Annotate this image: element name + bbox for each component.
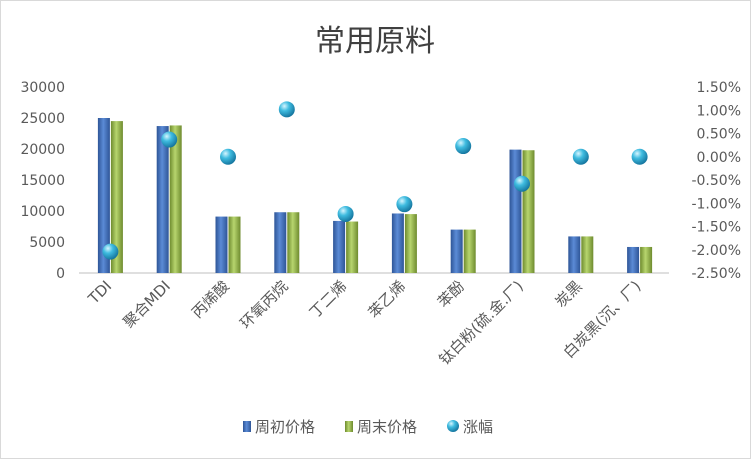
bar-end-price <box>640 246 653 273</box>
bar-end-price <box>169 125 182 273</box>
point-change <box>337 205 354 222</box>
bar-start-price <box>274 212 287 273</box>
left-tick-label: 15000 <box>20 173 65 189</box>
legend-label-end-price: 周末价格 <box>357 418 417 436</box>
bar-end-price <box>404 214 417 273</box>
right-tick-label: -2.50% <box>691 266 741 282</box>
bar-end-price <box>287 212 300 273</box>
left-tick-label: 25000 <box>20 111 65 127</box>
category-label: 环氧丙烷 <box>236 277 291 332</box>
right-tick-label: 1.00% <box>697 103 741 119</box>
right-axis-ticks: -2.50% -2.00% -1.50% -1.00% -0.50% 0.00% 0.50%… <box>691 80 741 282</box>
left-tick-label: 5000 <box>29 235 65 251</box>
right-tick-label: -2.00% <box>691 243 741 259</box>
left-tick-label: 20000 <box>20 142 65 158</box>
right-tick-label: -1.00% <box>691 196 741 212</box>
legend: 周初价格 周末价格 涨幅 <box>243 418 493 436</box>
right-tick-label: -0.50% <box>691 173 741 189</box>
point-change <box>572 148 589 165</box>
legend-marker-change <box>447 420 459 432</box>
point-change <box>455 138 472 155</box>
legend-swatch-start-price <box>243 421 251 432</box>
left-tick-label: 0 <box>56 266 65 282</box>
right-tick-label: 0.00% <box>697 150 741 166</box>
right-tick-label: 1.50% <box>697 80 741 96</box>
bar-start-price <box>627 246 640 273</box>
category-label: 丁二烯 <box>306 277 351 322</box>
bar-end-price <box>228 216 241 273</box>
bar-start-price <box>333 220 346 273</box>
bar-start-price <box>391 213 404 273</box>
bar-end-price <box>346 221 359 273</box>
point-change <box>161 131 178 148</box>
point-change <box>102 243 119 260</box>
bar-start-price <box>568 236 581 273</box>
right-tick-label: 0.50% <box>697 127 741 143</box>
bar-end-price <box>522 150 535 273</box>
bar-end-price <box>110 121 123 273</box>
bar-end-price <box>581 236 594 273</box>
right-tick-label: -1.50% <box>691 220 741 236</box>
category-label: 苯乙烯 <box>365 277 410 322</box>
legend-label-change: 涨幅 <box>463 418 493 436</box>
point-change <box>278 101 295 118</box>
point-change <box>514 175 530 192</box>
bar-start-price <box>97 118 110 273</box>
bar-end-price <box>463 229 476 273</box>
category-label: TDI <box>84 277 115 308</box>
bars-group <box>97 118 653 273</box>
left-tick-label: 10000 <box>20 204 65 220</box>
point-change <box>631 148 648 165</box>
points-group <box>102 101 648 260</box>
category-label: 聚合MDI <box>120 277 174 331</box>
bar-start-price <box>509 149 522 273</box>
category-label: 苯酚 <box>434 277 468 311</box>
category-label: 丙烯酸 <box>188 277 233 322</box>
legend-item-change: 涨幅 <box>447 418 493 436</box>
bar-start-price <box>215 216 228 273</box>
bar-start-price <box>156 126 169 273</box>
bar-start-price <box>450 229 463 273</box>
chart-title: 常用原料 <box>315 24 435 59</box>
point-change <box>220 148 236 165</box>
legend-swatch-end-price <box>345 421 353 432</box>
left-tick-label: 30000 <box>20 80 65 96</box>
category-label: 炭黑 <box>552 277 586 311</box>
left-axis-ticks: 0 5000 10000 15000 20000 25000 30000 <box>20 80 65 282</box>
legend-item-end-price: 周末价格 <box>345 418 417 436</box>
legend-label-start-price: 周初价格 <box>255 418 315 436</box>
point-change <box>396 196 413 213</box>
legend-item-start-price: 周初价格 <box>243 418 315 436</box>
